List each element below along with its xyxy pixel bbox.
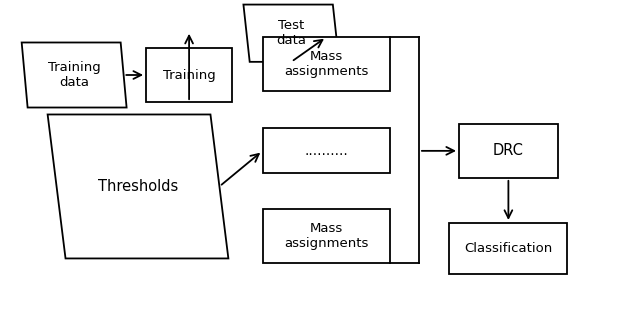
Polygon shape — [47, 114, 228, 258]
FancyBboxPatch shape — [146, 48, 232, 102]
Text: ..........: .......... — [305, 144, 348, 158]
Text: Mass
assignments: Mass assignments — [284, 50, 369, 78]
Text: DRC: DRC — [493, 143, 524, 158]
Text: Classification: Classification — [464, 242, 552, 255]
FancyBboxPatch shape — [262, 37, 390, 91]
FancyBboxPatch shape — [262, 209, 390, 263]
FancyBboxPatch shape — [262, 128, 390, 173]
Text: Test
data: Test data — [276, 19, 307, 47]
Polygon shape — [22, 43, 127, 108]
Polygon shape — [243, 5, 339, 62]
Text: Mass
assignments: Mass assignments — [284, 222, 369, 250]
Text: Training: Training — [163, 68, 216, 81]
FancyBboxPatch shape — [449, 223, 568, 274]
FancyBboxPatch shape — [459, 124, 558, 178]
Text: Training
data: Training data — [48, 61, 100, 89]
Text: Thresholds: Thresholds — [98, 179, 178, 194]
